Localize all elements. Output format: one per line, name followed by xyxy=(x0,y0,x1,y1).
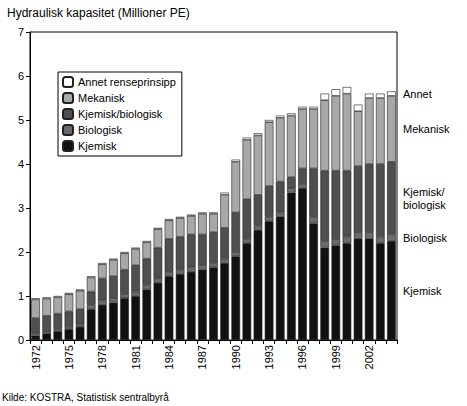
svg-text:Biologisk: Biologisk xyxy=(403,232,448,244)
svg-text:Kjemisk/biologisk: Kjemisk/biologisk xyxy=(78,108,163,120)
svg-text:0: 0 xyxy=(18,334,24,346)
svg-text:1990: 1990 xyxy=(230,345,242,369)
svg-text:Kjemisk/: Kjemisk/ xyxy=(403,186,446,198)
svg-text:Kjemisk: Kjemisk xyxy=(403,285,442,297)
svg-text:Mekanisk: Mekanisk xyxy=(403,123,450,135)
svg-text:1981: 1981 xyxy=(130,345,142,369)
svg-text:1996: 1996 xyxy=(296,345,308,369)
svg-text:Hydraulisk kapasitet (Millione: Hydraulisk kapasitet (Millioner PE) xyxy=(7,6,190,20)
svg-text:1987: 1987 xyxy=(196,345,208,369)
svg-text:2002: 2002 xyxy=(363,345,375,369)
svg-text:1999: 1999 xyxy=(330,345,342,369)
svg-text:Biologisk: Biologisk xyxy=(78,124,123,136)
svg-text:Annet: Annet xyxy=(403,88,432,100)
svg-text:Annet renseprinsipp: Annet renseprinsipp xyxy=(78,76,176,88)
svg-text:Kilde: KOSTRA, Statistisk sent: Kilde: KOSTRA, Statistisk sentralbyrå xyxy=(2,392,169,403)
svg-text:Mekanisk: Mekanisk xyxy=(78,92,125,104)
svg-text:biologisk: biologisk xyxy=(403,199,446,211)
svg-text:1978: 1978 xyxy=(96,345,108,369)
svg-text:4: 4 xyxy=(18,158,24,170)
svg-text:7: 7 xyxy=(18,26,24,38)
svg-text:1: 1 xyxy=(18,290,24,302)
svg-text:3: 3 xyxy=(18,202,24,214)
svg-text:1975: 1975 xyxy=(63,345,75,369)
svg-text:2: 2 xyxy=(18,246,24,258)
svg-text:1984: 1984 xyxy=(163,345,175,369)
svg-text:5: 5 xyxy=(18,114,24,126)
svg-text:1972: 1972 xyxy=(30,345,42,369)
svg-text:1993: 1993 xyxy=(263,345,275,369)
svg-text:6: 6 xyxy=(18,70,24,82)
svg-text:Kjemisk: Kjemisk xyxy=(78,140,117,152)
